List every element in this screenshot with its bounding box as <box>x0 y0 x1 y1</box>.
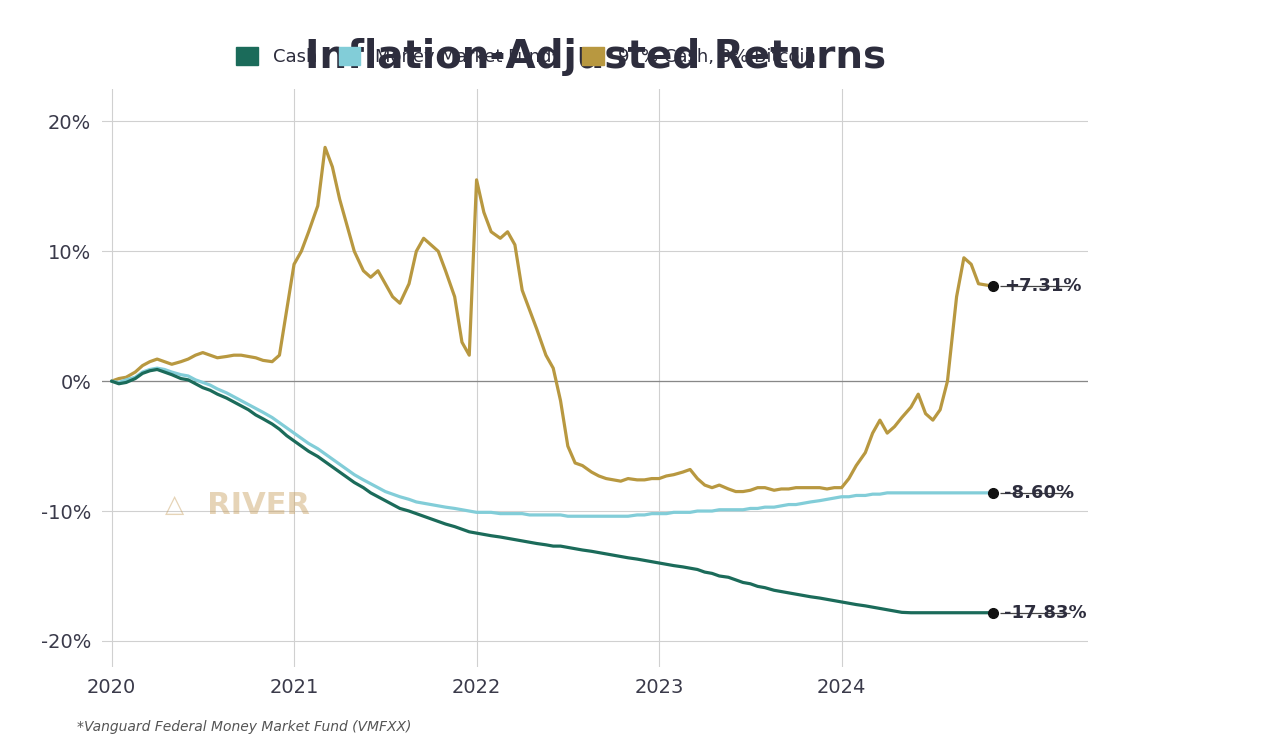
Title: Inflation-Adjusted Returns: Inflation-Adjusted Returns <box>305 38 886 76</box>
Text: *Vanguard Federal Money Market Fund (VMFXX): *Vanguard Federal Money Market Fund (VMF… <box>77 720 411 734</box>
Text: RIVER: RIVER <box>186 491 310 519</box>
Text: -17.83%: -17.83% <box>1004 604 1087 622</box>
Legend: Cash, Money Market Fund*, 97% Cash, 3% Bitcoin: Cash, Money Market Fund*, 97% Cash, 3% B… <box>229 40 823 73</box>
Text: +7.31%: +7.31% <box>1004 277 1082 295</box>
Text: △: △ <box>165 493 184 517</box>
Text: -8.60%: -8.60% <box>1004 484 1074 502</box>
